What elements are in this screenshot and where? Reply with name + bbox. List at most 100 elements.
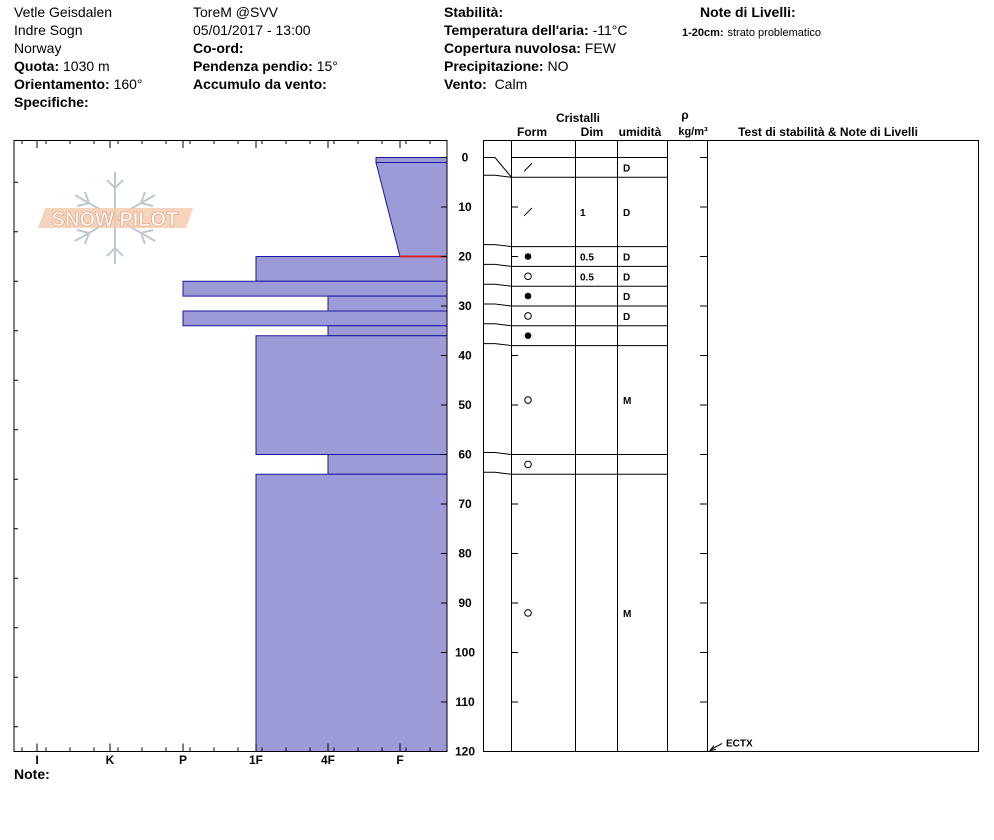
hardness-bar: [255, 256, 448, 282]
quota-label: Quota:: [14, 58, 60, 74]
note-label: Note:: [14, 766, 50, 782]
hardness-tick-label: K: [106, 753, 115, 767]
header-tests: Test di stabilità & Note di Livelli: [738, 125, 918, 139]
test-label: ECTX: [726, 739, 753, 750]
observer: ToreM @SVV: [193, 4, 279, 20]
wind-value: Calm: [494, 76, 528, 92]
depth-tick-label: 20: [458, 250, 472, 264]
layer-moisture: D: [623, 292, 630, 303]
location-block: Vetle Geisdalen Indre Sogn Norway Quota:…: [14, 3, 143, 111]
header-rho: ρ: [681, 108, 688, 122]
header-density-unit: kg/m³: [678, 126, 708, 138]
form-rounded-glyph: [524, 272, 532, 281]
layer-note-range: 1-20cm:: [682, 27, 724, 39]
cloud-label: Copertura nuvolosa:: [444, 40, 581, 56]
layer-dim: 0.5: [580, 272, 594, 283]
air-temp-row: Temperatura dell'aria: -11°C: [444, 21, 627, 39]
wind-load-label: Accumulo da vento:: [193, 76, 327, 92]
wind-row: Vento: Calm: [444, 75, 627, 93]
layer-table-frame: [483, 140, 979, 752]
hardness-tick-label: F: [396, 753, 403, 767]
layer-connector: [483, 323, 512, 327]
depth-tick-label: 120: [455, 745, 475, 759]
quota-value: 1030 m: [63, 58, 110, 74]
test-arrowhead: [708, 745, 717, 752]
layer-moisture: D: [623, 163, 630, 174]
layer-connector: [483, 303, 512, 307]
form-decomposing-glyph: [523, 207, 533, 217]
layer-connector: [483, 471, 512, 475]
observer-block: ToreM @SVV 05/01/2017 - 13:00 Co-ord: Pe…: [193, 3, 338, 93]
snowpilot-logo: SNOW PILOT: [38, 172, 193, 264]
slope-value: 15°: [316, 58, 338, 74]
form-rounded-glyph: [524, 396, 532, 404]
orient-label: Orientamento:: [14, 76, 110, 92]
hardness-bar: [255, 335, 448, 455]
location-country: Norway: [14, 40, 62, 56]
depth-tick-label: 50: [458, 398, 472, 412]
location-site: Vetle Geisdalen: [14, 4, 113, 20]
hardness-bar: [327, 295, 448, 312]
depth-tick-label: 80: [458, 547, 472, 561]
depth-tick-label: 70: [458, 497, 472, 511]
chart-frames: [13, 140, 979, 752]
depth-tick-label: 100: [455, 646, 475, 660]
header-form: Form: [517, 125, 547, 139]
quota-row: Quota: 1030 m: [14, 57, 143, 75]
layer-note-row: 1-20cm: strato problematico: [682, 22, 821, 42]
coord-label: Co-ord:: [193, 40, 244, 56]
layer-connector: [483, 263, 512, 267]
layer-dim: 0.5: [580, 253, 594, 264]
hardness-frame: [13, 140, 448, 752]
orient-value: 160°: [113, 76, 143, 92]
form-solid-glyph: [524, 332, 532, 340]
layer-moisture: D: [623, 253, 630, 264]
depth-tick-label: 0: [462, 151, 469, 165]
layer-moisture: M: [623, 396, 631, 407]
hardness-bar: [375, 161, 448, 257]
form-solid-glyph: [524, 253, 532, 260]
location-region: Indre Sogn: [14, 22, 83, 38]
depth-tick-label: 40: [458, 349, 472, 363]
cloud-value: FEW: [584, 40, 616, 56]
hardness-tick-label: 4F: [321, 753, 335, 767]
layer-moisture: M: [623, 609, 631, 620]
hardness-bar: [182, 310, 448, 327]
stability-label: Stabilità:: [444, 4, 504, 20]
cloud-row: Copertura nuvolosa: FEW: [444, 39, 627, 57]
form-decomposing-glyph: [523, 163, 533, 172]
depth-tick-label: 90: [458, 596, 472, 610]
depth-tick-label: 60: [458, 448, 472, 462]
layer-dim: 1: [580, 208, 586, 219]
depth-tick-label: 10: [458, 200, 472, 214]
layer-connector: [483, 343, 512, 347]
layer-notes-title: Note di Livelli:: [700, 4, 796, 20]
slope-label: Pendenza pendio:: [193, 58, 313, 74]
precip-row: Precipitazione: NO: [444, 57, 627, 75]
header-cristalli: Cristalli: [556, 111, 600, 125]
orient-row: Orientamento: 160°: [14, 75, 143, 93]
form-solid-glyph: [524, 292, 532, 300]
hardness-tick-label: I: [35, 753, 38, 767]
layer-connector: [483, 452, 512, 455]
layer-moisture: D: [623, 208, 630, 219]
hardness-bar: [327, 454, 448, 475]
hardness-bar: [182, 280, 448, 297]
test-pointer: [710, 743, 723, 750]
air-temp-label: Temperatura dell'aria:: [444, 22, 589, 38]
slope-row: Pendenza pendio: 15°: [193, 57, 338, 75]
layer-connector: [483, 174, 512, 178]
form-rounded-glyph: [524, 460, 532, 469]
air-temp-value: -11°C: [592, 22, 628, 38]
hardness-tick-label: 1F: [249, 753, 263, 767]
layer-moisture: D: [623, 272, 630, 283]
header-umidita: umidità: [619, 125, 662, 139]
conditions-block: Stabilità: Temperatura dell'aria: -11°C …: [444, 3, 627, 93]
form-rounded-glyph: [524, 609, 532, 617]
chart-axes: 0 10 20 30 40 50 60 70 80 90 100 110 120 I K P 1F 4F F: [14, 140, 708, 767]
wind-label: Vento:: [444, 76, 487, 92]
datetime: 05/01/2017 - 13:00: [193, 22, 311, 38]
precip-label: Precipitazione:: [444, 58, 544, 74]
